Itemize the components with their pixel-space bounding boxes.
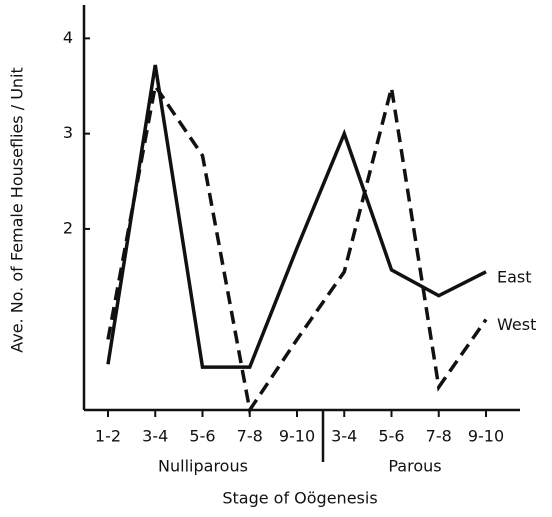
series-label: East [497, 267, 532, 286]
x-axis-label: Stage of Oögenesis [222, 489, 377, 508]
group-label: Parous [388, 457, 441, 476]
series-label: West [497, 315, 536, 334]
y-tick-label: 3 [63, 123, 73, 142]
y-tick-label: 2 [63, 218, 73, 237]
y-tick-label: 4 [63, 28, 73, 47]
y-axis-label: Ave. No. of Female Houseflies / Unit [8, 67, 27, 353]
group-label: Nulliparous [158, 457, 248, 476]
x-tick-label: 1-2 [95, 427, 121, 446]
x-tick-label: 7-8 [426, 427, 452, 446]
x-tick-label: 9-10 [468, 427, 504, 446]
x-tick-label: 5-6 [189, 427, 215, 446]
x-tick-label: 9-10 [279, 427, 315, 446]
series-line [106, 81, 488, 415]
x-tick-label: 5-6 [378, 427, 404, 446]
x-tick-label: 3-4 [142, 427, 168, 446]
x-tick-label: 7-8 [237, 427, 263, 446]
x-tick-label: 3-4 [331, 427, 357, 446]
series-line [106, 64, 487, 369]
